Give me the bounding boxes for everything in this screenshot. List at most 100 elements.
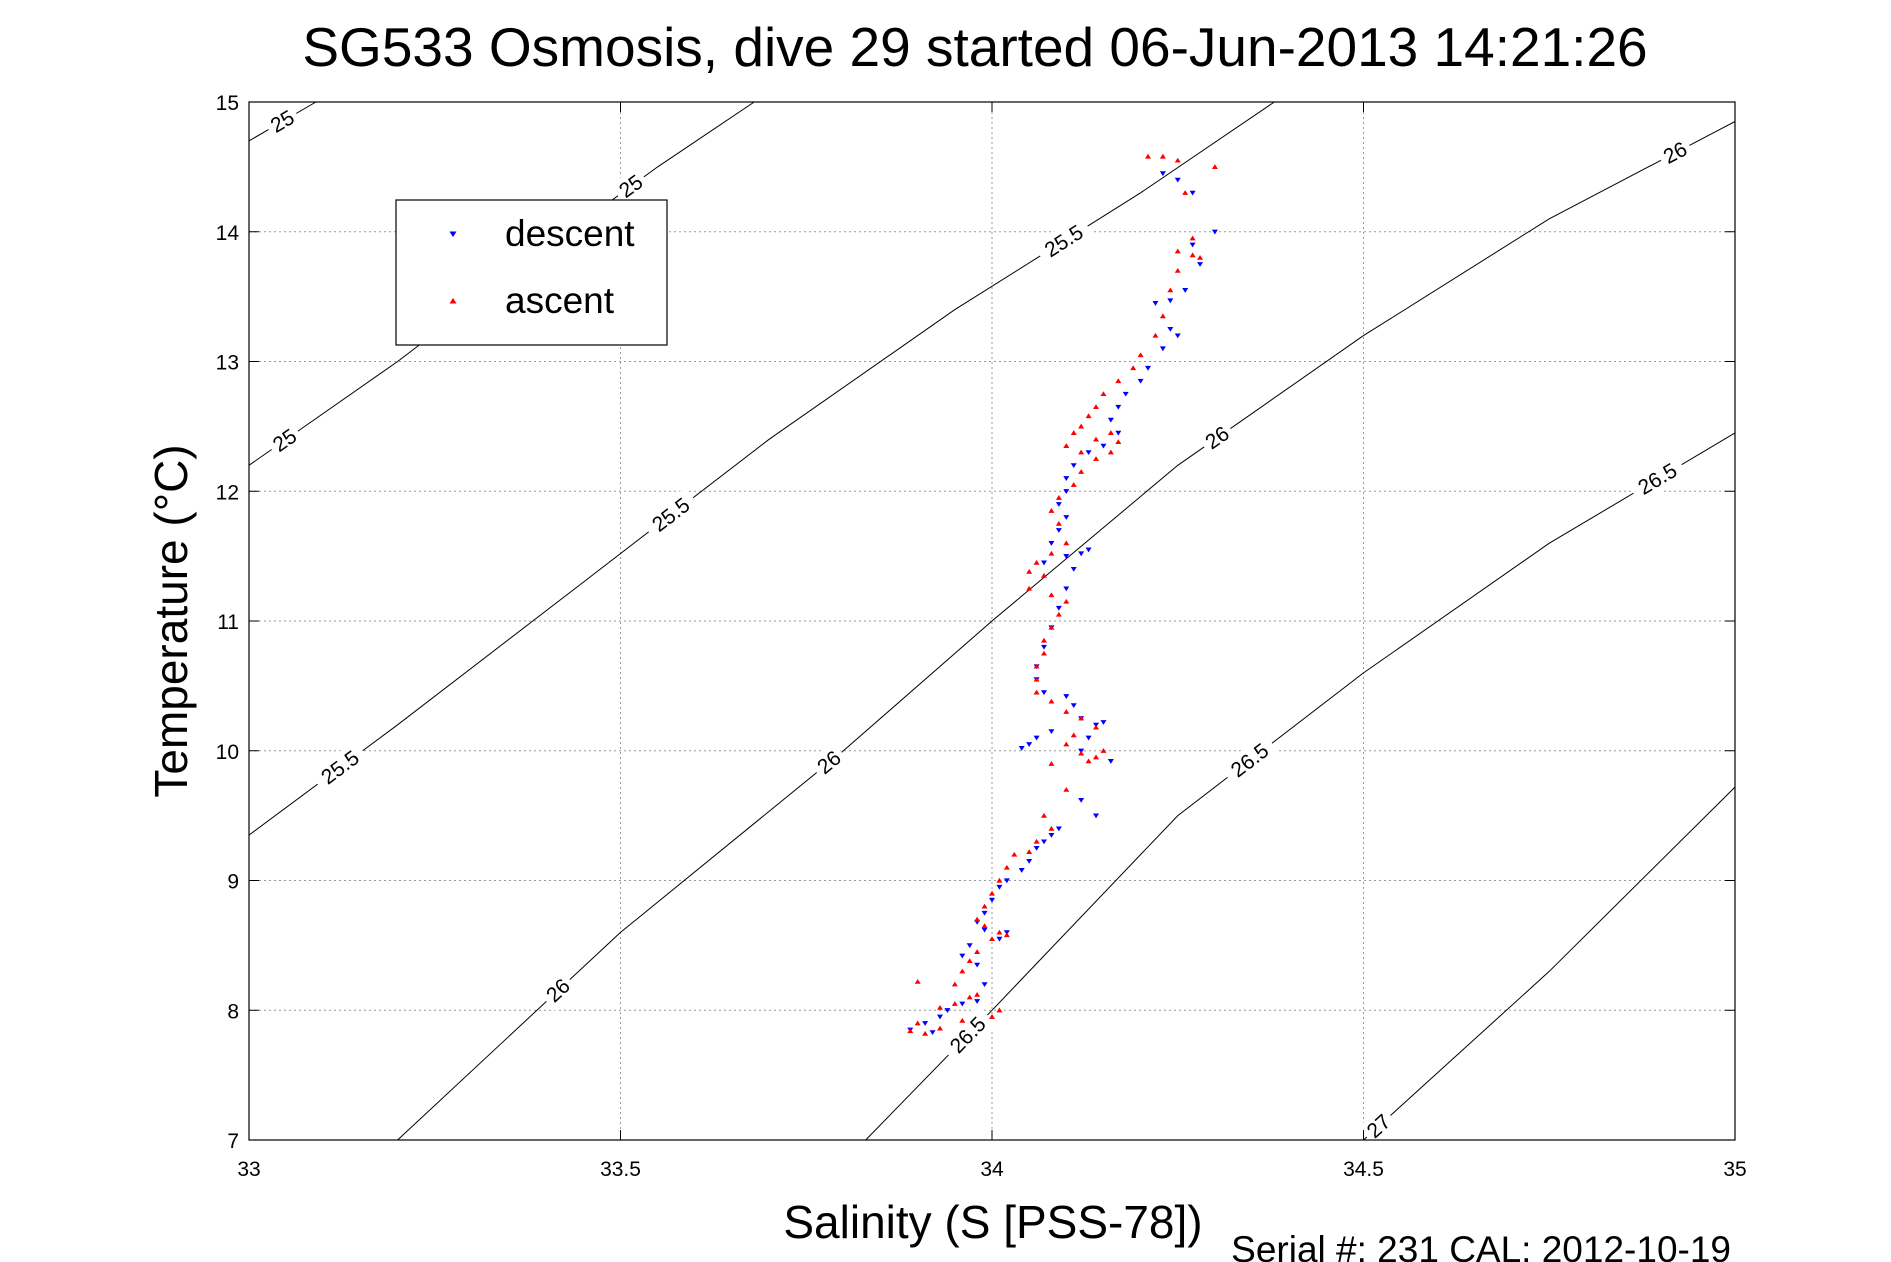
ascent-point (1048, 624, 1055, 630)
grid-lines (249, 102, 1735, 1140)
contour-label-background (1033, 215, 1095, 267)
descent-point (922, 1021, 929, 1026)
descent-point (1026, 858, 1033, 864)
ascent-point (1041, 812, 1048, 818)
contour-label-background (262, 102, 303, 141)
descent-point (1085, 450, 1092, 456)
ascent-point (1078, 715, 1085, 721)
y-axis-label: Temperature (°C) (145, 444, 197, 797)
ascent-point (989, 936, 995, 941)
contour-label-background (939, 1005, 997, 1065)
descent-point (1093, 813, 1100, 819)
contour-label-background (1358, 1105, 1400, 1147)
ascent-point (1152, 332, 1159, 338)
descent-point (1182, 288, 1189, 293)
ascent-point (996, 929, 1003, 935)
ascent-point (1070, 430, 1077, 435)
ascent-point (1048, 508, 1055, 513)
descent-point (989, 897, 995, 903)
contour-label-background (537, 970, 579, 1011)
ascent-point (1033, 663, 1040, 669)
ascent-point (1055, 611, 1062, 617)
ascent-point (1048, 761, 1055, 766)
axis-ticks: 33 33.5 34 34.5 35 7 8 9 10 11 12 13 14 15 (216, 92, 1747, 1181)
descent-point (1085, 547, 1092, 553)
descent-point (1085, 735, 1092, 741)
descent-point (1070, 567, 1077, 572)
descent-point (1115, 430, 1122, 436)
ascent-point (1078, 449, 1085, 455)
descent-point (1100, 720, 1107, 725)
ascent-point (959, 1017, 966, 1023)
ascent-point (1189, 252, 1196, 258)
y-tick-label: 12 (216, 481, 239, 504)
ascent-point (989, 890, 995, 896)
y-tick-label: 11 (217, 611, 239, 634)
descent-point (1063, 694, 1070, 699)
descent-point (1055, 826, 1062, 832)
descent-point (1033, 735, 1040, 741)
ascent-point (922, 1030, 929, 1036)
series-ascent (907, 153, 1218, 1036)
descent-point (1041, 690, 1048, 696)
descent-point (1197, 262, 1204, 267)
ascent-point (1048, 698, 1055, 704)
descent-point (974, 999, 981, 1004)
ascent-point (1003, 864, 1010, 870)
ascent-point (936, 1025, 943, 1031)
ascent-point (1063, 786, 1070, 792)
ascent-point (1041, 637, 1048, 643)
descent-point (974, 962, 981, 968)
ascent-point (1063, 443, 1070, 448)
descent-point (1145, 365, 1152, 371)
descent-point (1063, 476, 1070, 481)
ascent-point (1100, 748, 1107, 753)
ascent-point (1197, 255, 1204, 260)
contour-line (397, 121, 1736, 1141)
data-points (907, 153, 1218, 1036)
ascent-point (966, 958, 973, 964)
contour-label-background (264, 420, 306, 461)
ascent-point (1093, 754, 1100, 760)
descent-point (1174, 333, 1181, 339)
ascent-point (1115, 378, 1122, 384)
y-tick-label: 8 (227, 1000, 239, 1023)
ascent-point (959, 968, 966, 974)
legend-label-ascent: ascent (505, 280, 615, 321)
descent-point (1063, 586, 1070, 592)
x-tick-label: 34.5 (1343, 1158, 1384, 1181)
ascent-point (1085, 413, 1092, 419)
ascent-point (1085, 758, 1092, 764)
ascent-point (914, 979, 921, 984)
x-tick-label: 35 (1723, 1158, 1746, 1181)
ascent-point (1048, 825, 1055, 831)
descent-point (1107, 759, 1114, 764)
ascent-point (1048, 592, 1055, 598)
descent-point (981, 910, 988, 916)
descent-point (981, 982, 988, 987)
ascent-point (1182, 190, 1189, 195)
ascent-point (996, 877, 1003, 883)
contour-label-background (808, 742, 850, 783)
ascent-point (981, 923, 988, 929)
ascent-point (1026, 585, 1033, 591)
ascent-point (989, 1014, 995, 1019)
chart-title: SG533 Osmosis, dive 29 started 06-Jun-20… (302, 16, 1647, 78)
ascent-point (936, 1004, 943, 1010)
descent-point (966, 943, 973, 949)
descent-point (1055, 502, 1062, 507)
ascent-point (1093, 404, 1100, 410)
contour-label-background (309, 740, 371, 795)
contour-line (248, 101, 1275, 836)
descent-point (1174, 177, 1181, 183)
descent-point (1070, 703, 1077, 709)
ascent-point (1026, 849, 1033, 855)
descent-point (1063, 515, 1070, 520)
x-tick-label: 33 (237, 1158, 260, 1181)
descent-point (1189, 190, 1196, 196)
descent-point (1070, 463, 1077, 468)
ascent-point (1174, 248, 1181, 254)
ascent-point (1048, 550, 1055, 556)
ascent-point (914, 1020, 921, 1026)
contour-label-background (610, 166, 652, 207)
